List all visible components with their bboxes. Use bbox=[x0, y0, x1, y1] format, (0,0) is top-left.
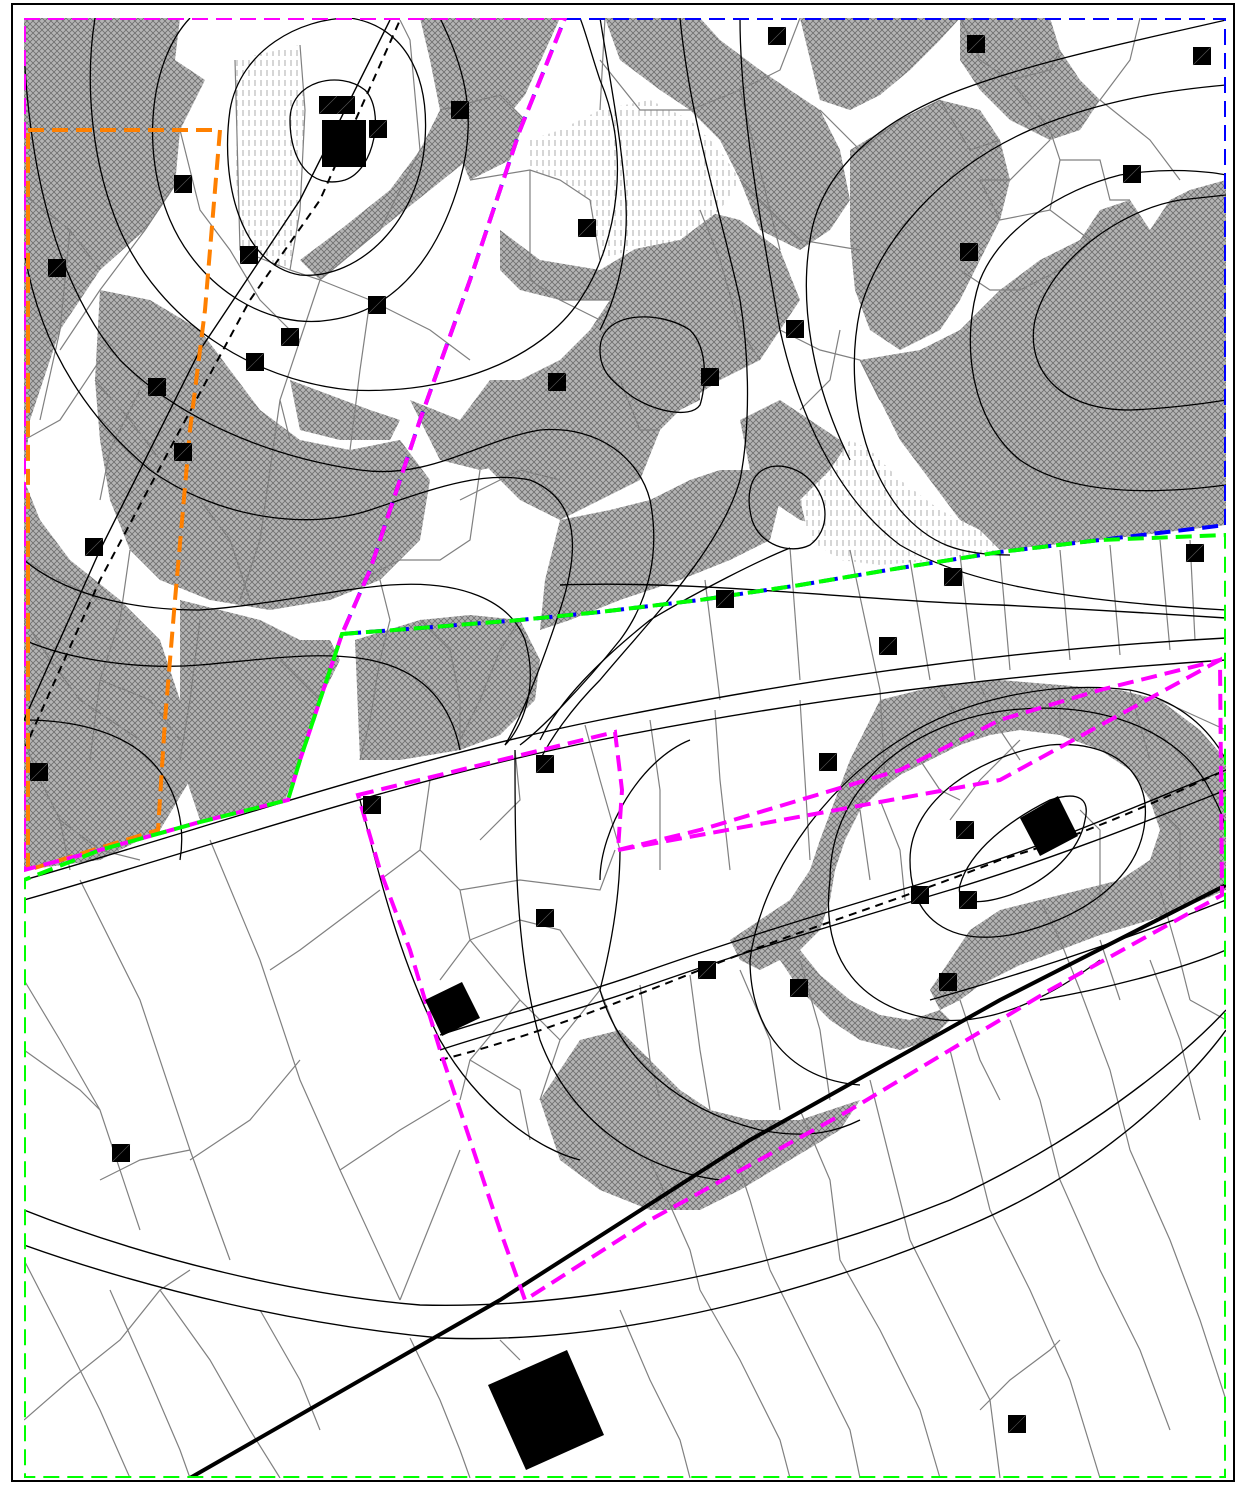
building-ridge bbox=[245, 352, 265, 372]
parcel-lines bbox=[24, 18, 1226, 1478]
building-ridge bbox=[958, 890, 978, 910]
building-ridge bbox=[336, 95, 356, 115]
buildings bbox=[29, 26, 1212, 1470]
building-ridge bbox=[362, 795, 382, 815]
building-ridge bbox=[1185, 543, 1205, 563]
building-ridge bbox=[910, 885, 930, 905]
power-line bbox=[189, 883, 1226, 1478]
building-ridge bbox=[938, 972, 958, 992]
vertical-hatch-area bbox=[235, 45, 1000, 565]
building-ridge bbox=[280, 327, 300, 347]
zone-magenta-south-west bbox=[355, 656, 1225, 1304]
building-ridge bbox=[173, 174, 193, 194]
building-ridge bbox=[955, 820, 975, 840]
building-ridge bbox=[818, 752, 838, 772]
building-ridge bbox=[767, 26, 787, 46]
building-ridge bbox=[577, 218, 597, 238]
building-ridge bbox=[1122, 164, 1142, 184]
building-ridge bbox=[959, 242, 979, 262]
building-ridge bbox=[943, 567, 963, 587]
building-ridge bbox=[84, 537, 104, 557]
building-ridge bbox=[1007, 1414, 1027, 1434]
building-ridge bbox=[29, 762, 49, 782]
building-ridge bbox=[367, 295, 387, 315]
zone-magenta-south-divider bbox=[617, 658, 1221, 852]
building-ridge bbox=[878, 636, 898, 656]
building-ridge bbox=[966, 34, 986, 54]
building-ridge bbox=[173, 442, 193, 462]
building-ridge bbox=[697, 960, 717, 980]
building-ridge bbox=[535, 754, 555, 774]
building-ridge bbox=[239, 245, 259, 265]
building-ridge bbox=[535, 908, 555, 928]
building-ridge bbox=[700, 367, 720, 387]
building-ridge bbox=[111, 1143, 131, 1163]
building-ridge bbox=[368, 119, 388, 139]
building-ridge bbox=[715, 589, 735, 609]
large-building bbox=[1020, 796, 1078, 856]
building-ridge bbox=[789, 978, 809, 998]
building-ridge bbox=[1192, 46, 1212, 66]
building-ridge bbox=[547, 372, 567, 392]
building-ridge bbox=[450, 100, 470, 120]
building-ridge bbox=[318, 95, 338, 115]
track-dashed bbox=[24, 19, 1226, 1061]
large-building bbox=[322, 120, 366, 167]
building-ridge bbox=[785, 319, 805, 339]
large-building bbox=[488, 1350, 604, 1470]
large-building bbox=[425, 982, 480, 1036]
zone-boundaries bbox=[24, 18, 1226, 1478]
building-ridge bbox=[47, 258, 67, 278]
building-ridge bbox=[147, 377, 167, 397]
